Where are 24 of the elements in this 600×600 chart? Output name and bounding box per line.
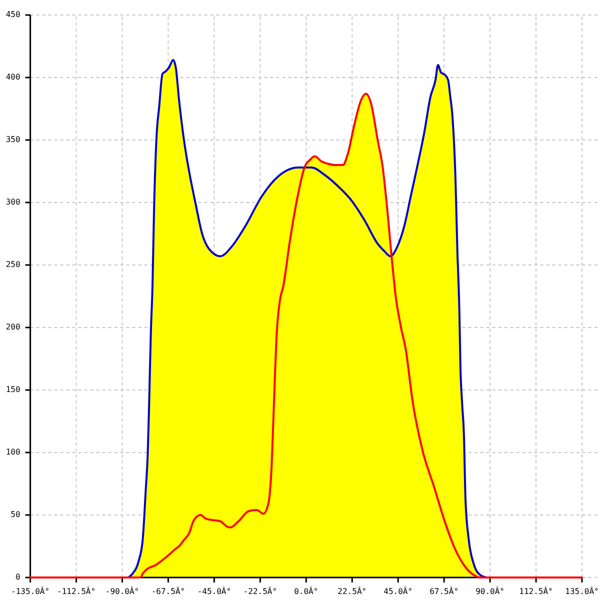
y-tick-label: 450 (6, 10, 20, 20)
y-tick-label: 400 (6, 72, 20, 82)
x-tick-label: 67.5Â° (430, 586, 459, 596)
x-tick-label: -45.0Â° (197, 586, 232, 596)
y-tick-label: 350 (6, 135, 20, 144)
x-tick-label: 0.0Â° (294, 586, 318, 596)
y-tick-label: 300 (6, 198, 20, 207)
x-tick-label: 112.5Â° (519, 586, 553, 596)
x-tick-label: -112.5Â° (57, 586, 96, 596)
x-tick-label: -90.0Â° (105, 586, 140, 596)
y-tick-label: 150 (6, 385, 20, 394)
x-tick-label: 135.0Â° (565, 586, 599, 596)
y-tick-label: 250 (6, 260, 20, 270)
line-series (127, 59, 488, 578)
x-tick-label: 90.0Â° (476, 586, 505, 596)
y-tick-label: 100 (6, 448, 20, 457)
y-tick-label: 50 (10, 510, 20, 520)
x-tick-label: -67.5Â° (151, 586, 186, 596)
x-tick-label: 22.5Â° (338, 586, 367, 596)
x-tick-label: -22.5Â° (243, 586, 278, 596)
y-tick-label: 0 (15, 572, 20, 582)
y-tick-label: 200 (6, 322, 20, 332)
x-tick-label: 45.0Â° (384, 586, 413, 596)
x-tick-label: -135.0Â° (11, 586, 50, 596)
